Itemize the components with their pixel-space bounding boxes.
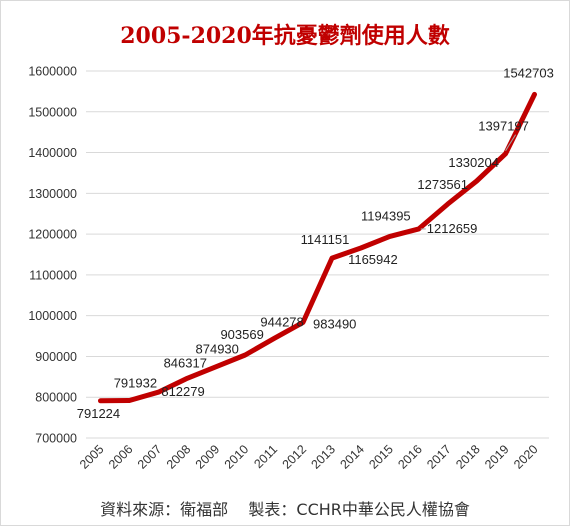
line-chart: 700000 800000 900000 1000000 1100000 1200000 1…	[28, 65, 554, 472]
data-label: 791932	[114, 376, 157, 391]
x-tick-label: 2011	[251, 442, 280, 471]
x-tick-label: 2006	[106, 442, 136, 472]
data-label: 1165942	[348, 252, 398, 267]
x-tick-label: 2018	[453, 442, 483, 472]
source-note: 資料來源：衛福部 製表：CCHR中華公民人權協會	[100, 500, 470, 519]
y-tick-label: 900000	[35, 350, 77, 364]
data-label: 1397197	[478, 119, 529, 134]
x-tick-label: 2012	[280, 442, 310, 472]
x-tick-label: 2010	[222, 442, 252, 472]
x-tick-label: 2009	[193, 442, 223, 472]
data-label: 1542703	[503, 65, 554, 80]
data-label: 983490	[313, 316, 356, 331]
data-label: 1194395	[361, 208, 411, 223]
data-label: 1141151	[301, 232, 350, 247]
y-tick-label: 1400000	[28, 146, 77, 160]
data-label: 1330204	[448, 155, 499, 170]
data-label: 874930	[196, 342, 239, 357]
x-tick-label: 2013	[309, 442, 339, 472]
data-label: 812279	[161, 384, 204, 399]
data-label: 1212659	[427, 221, 478, 236]
data-label: 944278	[260, 314, 303, 329]
x-tick-label: 2020	[511, 442, 541, 472]
x-tick-label: 2015	[366, 442, 396, 472]
x-tick-label: 2005	[77, 442, 107, 472]
data-label: 1273561	[417, 177, 468, 192]
y-tick-label: 1000000	[28, 309, 77, 323]
y-tick-label: 1100000	[29, 268, 77, 282]
y-tick-label: 1500000	[28, 105, 77, 119]
x-tick-label: 2016	[395, 442, 425, 472]
data-label: 791224	[77, 406, 120, 421]
x-tick-label: 2014	[337, 442, 367, 472]
y-tick-label: 800000	[35, 391, 77, 405]
series-line	[98, 91, 537, 404]
y-tick-label: 1300000	[28, 187, 77, 201]
label-leader	[505, 134, 517, 151]
x-tick-label: 2007	[135, 442, 165, 472]
data-label: 846317	[164, 355, 207, 370]
x-tick-label: 2017	[424, 442, 454, 472]
chart-title: 2005-2020年抗憂鬱劑使用人數	[120, 23, 450, 49]
y-tick-label: 700000	[35, 432, 77, 446]
y-tick-label: 1200000	[28, 228, 77, 242]
data-label: 903569	[220, 327, 263, 342]
y-tick-label: 1600000	[28, 65, 77, 79]
x-tick-label: 2019	[482, 442, 512, 472]
x-tick-label: 2008	[164, 442, 194, 472]
